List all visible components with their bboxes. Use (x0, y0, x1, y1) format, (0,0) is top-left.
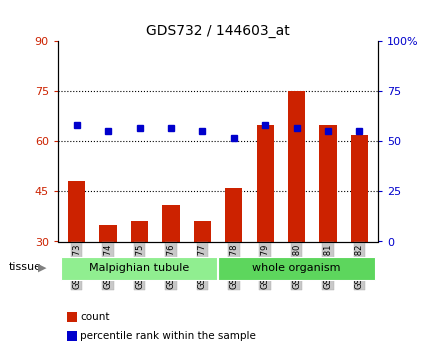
Bar (288, 91, 305, 242)
Text: GSM29178: GSM29178 (229, 244, 238, 289)
Bar (225, 188, 243, 241)
Text: GSM29173: GSM29173 (72, 244, 81, 289)
Bar (131, 221, 148, 242)
Text: whole organism: whole organism (252, 263, 341, 273)
Bar (256, 125, 274, 242)
Bar (351, 135, 368, 242)
Text: GSM29181: GSM29181 (324, 244, 332, 289)
Bar (320, 125, 336, 242)
Bar (68, 181, 85, 241)
Bar (194, 221, 211, 242)
Text: Malpighian tubule: Malpighian tubule (89, 263, 190, 273)
Text: GSM29176: GSM29176 (166, 244, 175, 289)
Text: GSM29182: GSM29182 (355, 244, 364, 289)
Text: GSM29177: GSM29177 (198, 244, 207, 289)
Text: count: count (80, 312, 109, 322)
Bar (61, 257, 218, 280)
Bar (162, 205, 180, 241)
Text: tissue: tissue (9, 263, 42, 272)
Text: GSM29180: GSM29180 (292, 244, 301, 289)
Text: GSM29175: GSM29175 (135, 244, 144, 289)
Text: GSM29179: GSM29179 (261, 244, 270, 289)
Title: GDS732 / 144603_at: GDS732 / 144603_at (146, 23, 290, 38)
Bar (218, 257, 375, 280)
Text: percentile rank within the sample: percentile rank within the sample (80, 331, 256, 341)
Text: GSM29174: GSM29174 (104, 244, 113, 289)
Text: ▶: ▶ (38, 263, 46, 272)
Bar (100, 225, 117, 241)
